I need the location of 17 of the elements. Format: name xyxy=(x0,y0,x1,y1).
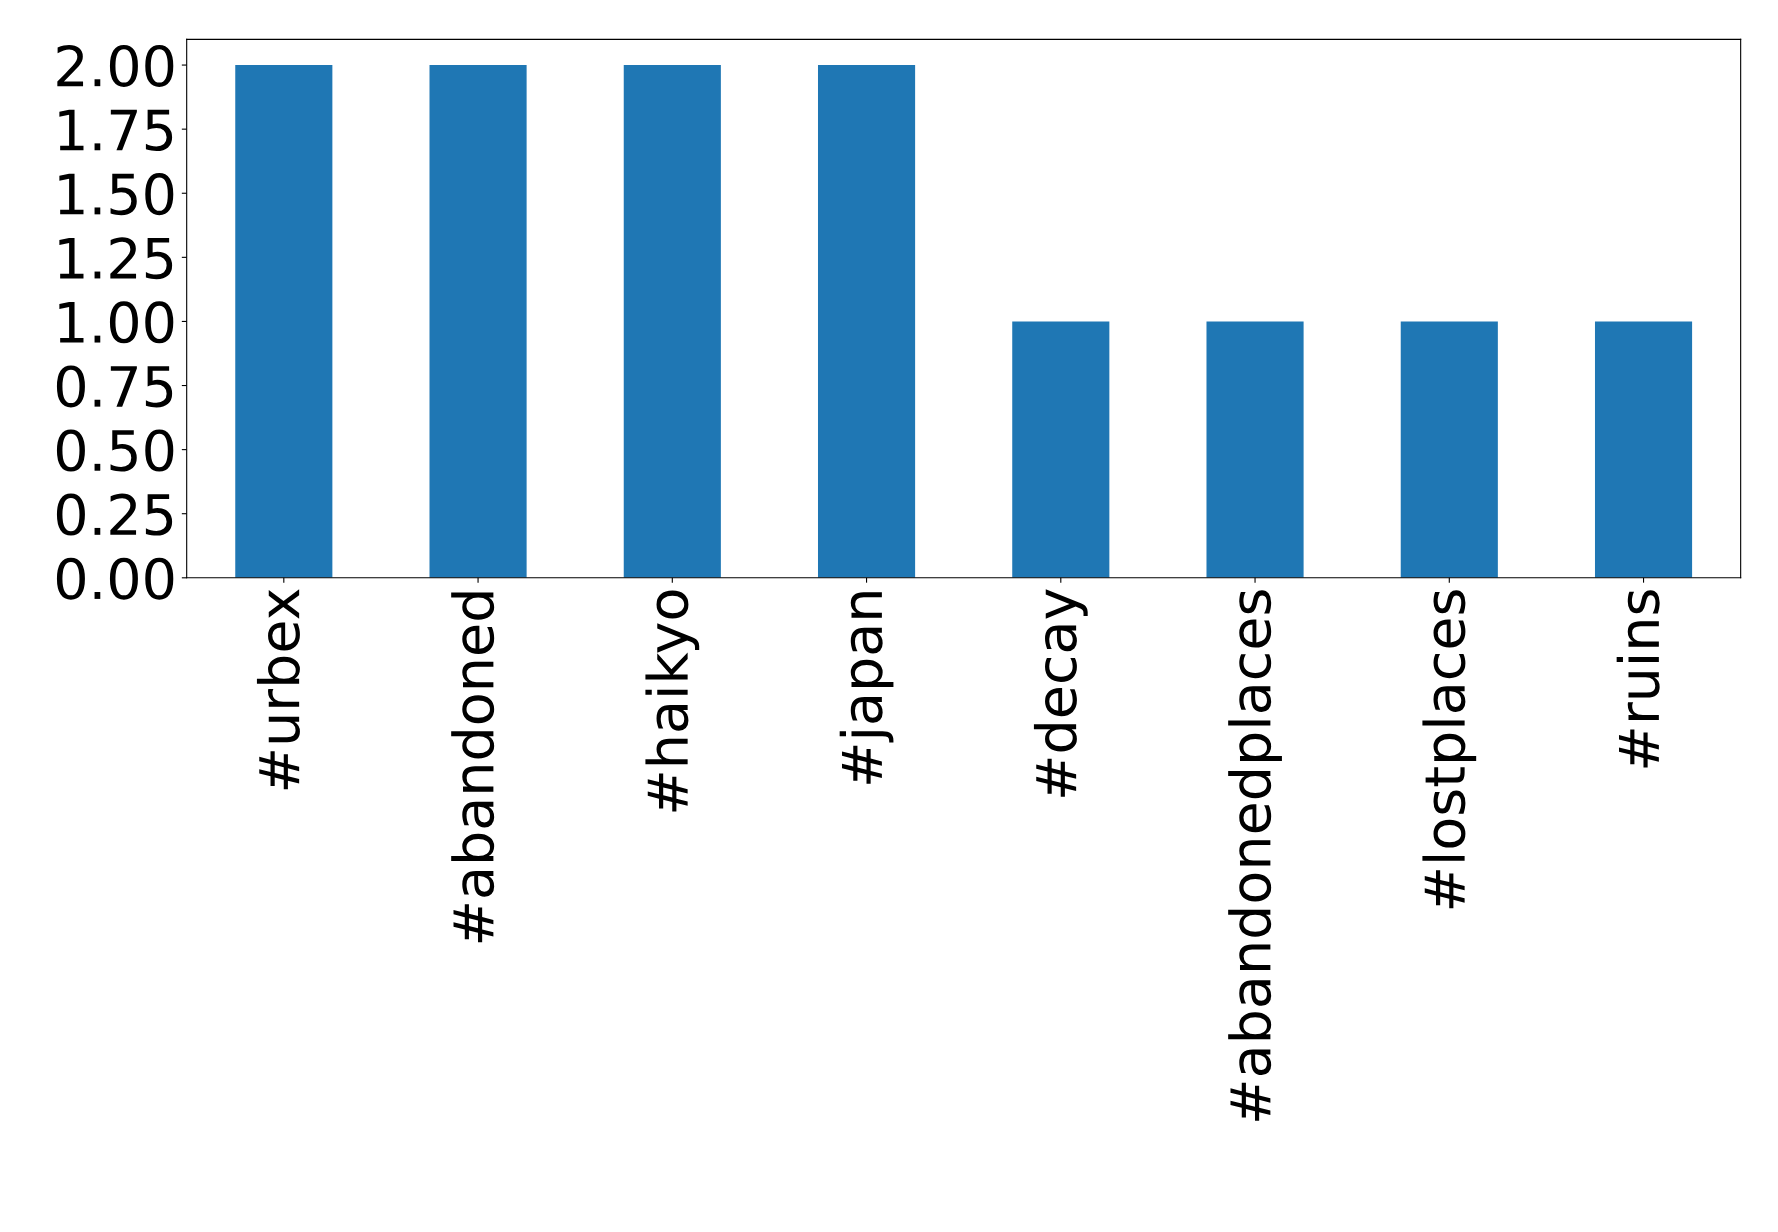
y-tick-label: 0.00 xyxy=(56,557,174,600)
x-tick-label: #japan xyxy=(839,592,894,784)
y-tick-label: 0.50 xyxy=(56,429,174,472)
y-tick-label: 0.75 xyxy=(56,365,173,408)
x-tick-label: #lostplaces xyxy=(1422,590,1477,909)
y-tick-label: 1.50 xyxy=(59,173,174,216)
y-tick-label: 0.25 xyxy=(56,493,173,536)
y-tick-label: 1.75 xyxy=(59,109,173,152)
x-tick-label: #urbex xyxy=(256,589,300,790)
y-tick-label: 1.25 xyxy=(59,237,173,280)
x-tick-label: #ruins xyxy=(1616,590,1660,768)
x-tick-label: #haikyo xyxy=(645,590,700,812)
x-tick-label: #abandoned xyxy=(451,592,495,943)
x-tick-label: #decay xyxy=(1033,589,1088,797)
y-tick-label: 1.00 xyxy=(59,301,174,344)
x-tick-label: #abandonedplaces xyxy=(1228,590,1282,1121)
y-tick-label: 2.00 xyxy=(57,44,174,87)
